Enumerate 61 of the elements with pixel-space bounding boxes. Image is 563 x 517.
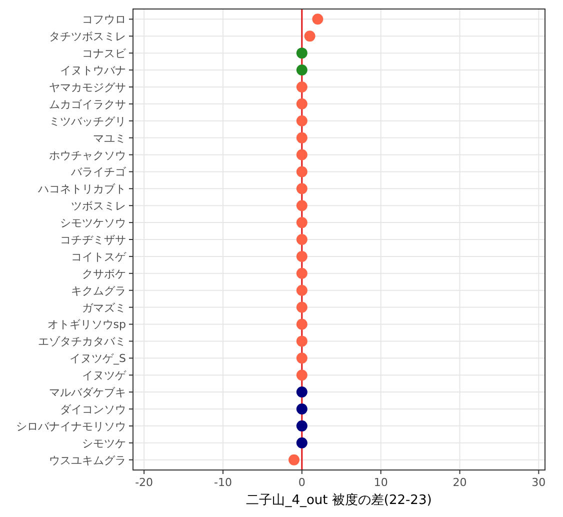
y-tick-label: コナスビ xyxy=(82,47,127,60)
point xyxy=(288,454,300,466)
x-axis-title: 二子山_4_out 被度の差(22-23) xyxy=(246,492,432,508)
point xyxy=(296,437,308,448)
point xyxy=(312,14,324,25)
y-tick-label: イヌツゲ xyxy=(82,369,127,382)
point xyxy=(296,386,308,398)
y-tick-label: コイトスゲ xyxy=(71,250,127,264)
y-tick-label: シモツケ xyxy=(82,436,126,450)
y-tick-label: マルバダケブキ xyxy=(49,386,126,400)
y-tick-label: マユミ xyxy=(93,132,126,145)
point xyxy=(296,420,308,432)
y-tick-label: ムカゴイラクサ xyxy=(49,98,126,111)
y-tick-label: ミツバッチグリ xyxy=(49,114,126,128)
x-tick-label: 20 xyxy=(452,476,467,489)
y-tick-label: エゾタチカタバミ xyxy=(38,335,126,348)
point xyxy=(296,403,308,414)
x-tick-label: 10 xyxy=(374,476,388,489)
y-tick-label: ツボスミレ xyxy=(71,200,126,213)
y-tick-label: タチツボスミレ xyxy=(49,30,126,44)
y-tick-label: オトギリソウsp xyxy=(47,318,126,332)
y-tick-label: ハコネトリカブト xyxy=(37,182,126,196)
y-tick-label: ダイコンソウ xyxy=(60,402,126,416)
point xyxy=(296,268,308,279)
point xyxy=(296,302,308,313)
y-tick-label: ヤマカモジグサ xyxy=(49,80,126,94)
y-tick-label: クサボケ xyxy=(82,267,126,280)
y-tick-label: シモツケソウ xyxy=(60,216,126,230)
y-tick-label: コチヂミザサ xyxy=(60,234,126,246)
point xyxy=(296,115,308,126)
y-tick-label: イヌツゲ_S xyxy=(70,352,126,366)
point xyxy=(296,336,308,347)
point xyxy=(304,30,316,42)
point xyxy=(296,250,308,262)
y-tick-label: ウスユキムグラ xyxy=(49,454,126,467)
y-tick-label: コフウロ xyxy=(82,13,126,26)
point xyxy=(296,370,308,381)
point xyxy=(296,81,308,92)
point xyxy=(296,183,308,194)
point xyxy=(296,234,308,245)
point xyxy=(296,132,308,144)
point xyxy=(296,166,308,178)
point xyxy=(296,48,308,59)
x-tick-label: 30 xyxy=(532,476,546,489)
point xyxy=(296,149,308,160)
point xyxy=(296,217,308,228)
point xyxy=(296,284,308,296)
y-tick-label: キクムグラ xyxy=(71,284,126,298)
y-tick-label: バライチゴ xyxy=(70,166,127,179)
point xyxy=(296,318,308,330)
point xyxy=(296,200,308,212)
y-tick-label: ガマズミ xyxy=(82,301,126,314)
y-tick-label: シロバナイナモリソウ xyxy=(16,420,126,433)
y-tick-label: イヌトウバナ xyxy=(60,64,126,78)
point xyxy=(296,352,308,364)
x-tick-label: 0 xyxy=(298,476,306,489)
point xyxy=(296,64,308,76)
x-tick-label: -20 xyxy=(135,476,154,489)
y-tick-label: ホウチャクソウ xyxy=(49,148,126,162)
x-tick-label: -10 xyxy=(214,476,232,489)
point xyxy=(296,98,308,110)
